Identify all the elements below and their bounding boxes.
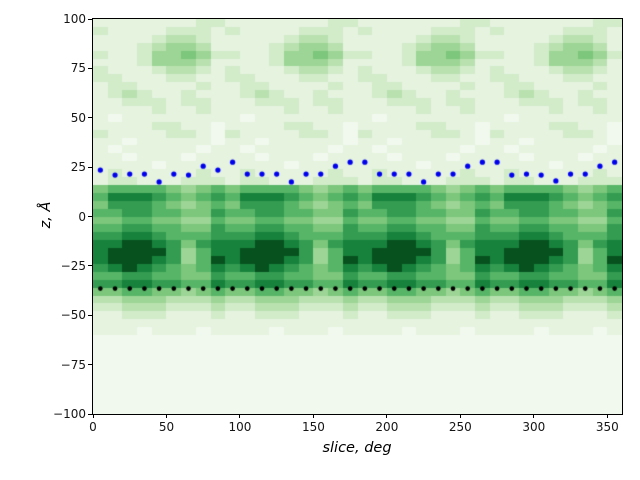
x-tick-label: 250 xyxy=(448,420,472,434)
x-tick xyxy=(533,414,535,418)
x-tick-label: 150 xyxy=(301,420,325,434)
y-tick-label: −75 xyxy=(60,357,86,372)
x-tick xyxy=(459,414,461,418)
y-tick-label: 0 xyxy=(78,209,86,224)
x-tick-label: 200 xyxy=(375,420,399,434)
y-tick xyxy=(88,265,92,267)
x-tick xyxy=(386,414,388,418)
x-tick xyxy=(92,414,94,418)
y-tick-label: −100 xyxy=(53,407,86,421)
plot-area xyxy=(92,18,623,415)
y-tick-label: −50 xyxy=(60,308,86,323)
y-tick xyxy=(88,216,92,217)
y-axis-label: z, Å xyxy=(38,201,54,229)
y-tick-label: 50 xyxy=(70,110,86,125)
y-tick xyxy=(88,314,92,316)
y-tick-label: 75 xyxy=(70,61,86,76)
y-tick-label: −25 xyxy=(60,258,86,273)
x-tick-label: 100 xyxy=(228,420,252,434)
x-tick-label: 350 xyxy=(595,420,619,434)
x-tick xyxy=(165,414,167,418)
x-tick-label: 50 xyxy=(158,420,175,434)
y-tick-label: 100 xyxy=(63,12,86,26)
y-tick xyxy=(88,117,92,119)
x-axis-label: slice, deg xyxy=(322,440,392,456)
y-tick xyxy=(88,166,92,168)
y-tick xyxy=(88,364,92,366)
x-tick-label: 300 xyxy=(522,420,546,434)
y-tick-label: 25 xyxy=(70,160,86,175)
y-tick xyxy=(88,18,92,20)
x-tick xyxy=(239,414,241,418)
x-tick-label: 0 xyxy=(89,420,97,434)
x-tick xyxy=(312,414,314,418)
y-tick xyxy=(88,413,92,415)
x-tick xyxy=(606,414,608,418)
y-tick xyxy=(88,67,92,69)
heatmap-canvas xyxy=(93,19,622,414)
